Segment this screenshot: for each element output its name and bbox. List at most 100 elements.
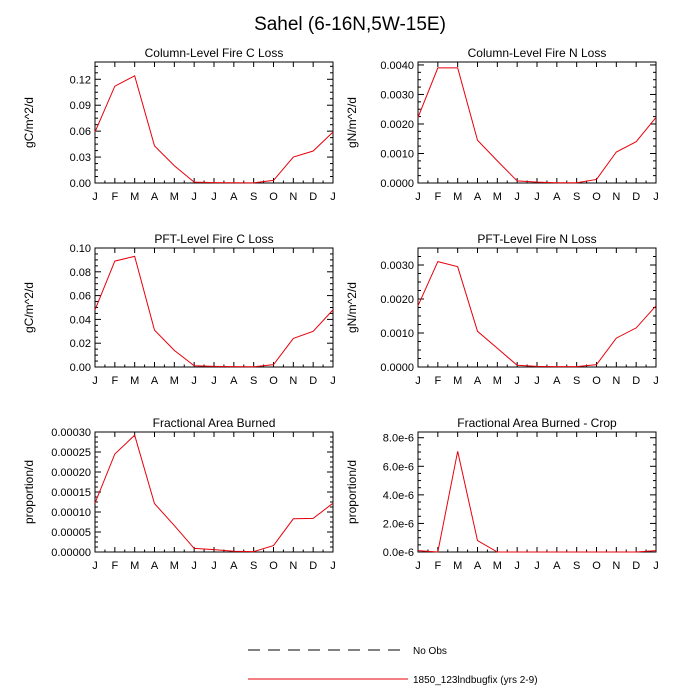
y-axis-label: gN/m^2/d [345,282,359,333]
x-tick-label: M [170,191,179,203]
x-tick-label: M [130,375,139,387]
x-tick-label: J [330,191,336,203]
y-tick-label: 0.0010 [380,148,414,160]
x-tick-label: J [514,560,520,572]
series-line [417,261,657,368]
x-tick-label: J [92,560,98,572]
x-tick-label: F [111,191,118,203]
panel-title: PFT-Level Fire N Loss [477,232,596,246]
x-tick-label: J [92,191,98,203]
y-tick-label: 0.0030 [380,89,414,101]
x-tick-label: D [309,560,317,572]
y-tick-label: 0.00005 [51,527,91,539]
x-tick-label: M [453,560,462,572]
y-axis-label: proportion/d [22,460,36,524]
x-tick-label: N [289,191,297,203]
x-tick-label: J [534,560,540,572]
x-tick-label: J [211,560,217,572]
x-tick-label: M [170,375,179,387]
x-tick-label: J [211,375,217,387]
y-tick-label: 0.00000 [51,547,91,559]
x-tick-label: J [92,375,98,387]
x-tick-label: A [151,375,159,387]
x-tick-label: M [493,560,502,572]
x-tick-label: M [453,375,462,387]
x-tick-label: A [474,560,482,572]
x-tick-label: S [250,191,257,203]
x-tick-label: M [130,191,139,203]
x-tick-label: A [474,191,482,203]
x-tick-label: J [653,191,659,203]
x-tick-label: N [612,560,620,572]
series-line [94,75,334,184]
x-tick-label: J [211,191,217,203]
x-tick-label: D [309,375,317,387]
y-tick-label: 0.0e-6 [383,547,414,559]
y-tick-label: 0.00010 [51,507,91,519]
x-tick-label: M [170,560,179,572]
x-tick-label: J [514,191,520,203]
x-tick-label: N [612,375,620,387]
y-tick-label: 0.0020 [380,294,414,306]
x-tick-label: J [330,560,336,572]
x-tick-label: N [289,375,297,387]
plot-frame [94,431,334,553]
x-tick-label: O [592,375,601,387]
y-tick-label: 0.00 [70,362,91,374]
y-tick-label: 0.04 [70,314,91,326]
y-tick-label: 0.06 [70,126,91,138]
x-tick-label: O [269,191,278,203]
x-tick-label: F [434,191,441,203]
y-tick-label: 0.09 [70,100,91,112]
y-tick-label: 0.12 [70,74,91,86]
legend-label: 1850_123lndbugfix (yrs 2-9) [413,675,538,686]
y-tick-label: 0.0020 [380,119,414,131]
panel-title: Column-Level Fire N Loss [468,46,607,60]
plot-frame [94,247,334,368]
y-tick-label: 0.06 [70,291,91,303]
x-tick-label: J [415,191,421,203]
page-title: Sahel (6-16N,5W-15E) [254,14,446,35]
x-tick-label: A [553,560,561,572]
x-tick-label: F [111,560,118,572]
y-tick-label: 0.0030 [380,260,414,272]
x-tick-label: S [573,375,580,387]
x-tick-label: J [191,560,197,572]
y-axis-label: proportion/d [345,460,359,524]
y-axis-label: gN/m^2/d [345,97,359,148]
y-tick-label: 0.0010 [380,328,414,340]
x-tick-label: S [573,191,580,203]
y-tick-label: 0.10 [70,243,91,255]
x-tick-label: A [474,375,482,387]
x-tick-label: A [553,191,561,203]
x-tick-label: S [573,560,580,572]
x-tick-label: M [453,191,462,203]
x-tick-label: S [250,375,257,387]
x-tick-label: J [514,375,520,387]
x-tick-label: F [111,375,118,387]
x-tick-label: J [534,375,540,387]
y-tick-label: 8.0e-6 [383,433,414,445]
x-tick-label: O [269,375,278,387]
y-tick-label: 0.00015 [51,487,91,499]
series-line [417,67,657,184]
plot-frame [417,61,657,184]
y-tick-label: 4.0e-6 [383,490,414,502]
x-tick-label: J [191,191,197,203]
x-tick-label: F [434,375,441,387]
x-tick-label: N [612,191,620,203]
x-tick-label: D [632,191,640,203]
x-tick-label: O [269,560,278,572]
series-line [417,451,657,553]
x-tick-label: O [592,560,601,572]
legend: No Obs 1850_123lndbugfix (yrs 2-9) [248,646,538,686]
x-tick-label: J [415,560,421,572]
x-tick-label: A [151,560,159,572]
x-tick-label: A [151,191,159,203]
x-tick-label: O [592,191,601,203]
